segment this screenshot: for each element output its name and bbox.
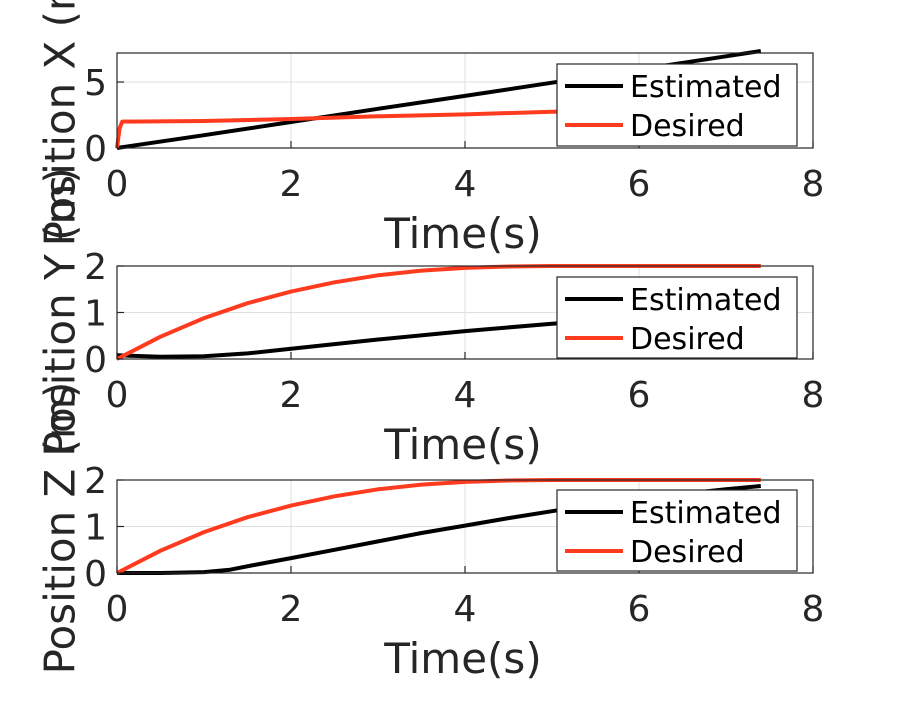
plot-panel-2: 0 2 4 6 8 0 1 2 Time(s) Position Y (m) Estimated De… bbox=[36, 167, 825, 469]
x-tick-label: 2 bbox=[280, 589, 303, 630]
x-tick-label: 4 bbox=[454, 589, 477, 630]
x-tick-label: 6 bbox=[628, 375, 651, 416]
legend-label-estimated: Estimated bbox=[630, 283, 782, 318]
x-tick-label: 2 bbox=[280, 164, 303, 205]
y-tick-label: 0 bbox=[84, 554, 107, 595]
legend-box bbox=[556, 489, 798, 572]
y-tick-label: 5 bbox=[84, 63, 107, 104]
y-axis-label: Position Y (m) bbox=[36, 167, 85, 457]
y-tick-label: 2 bbox=[84, 461, 107, 502]
x-axis-label: Time(s) bbox=[383, 209, 541, 258]
x-tick-label: 8 bbox=[802, 589, 825, 630]
legend-label-desired: Desired bbox=[630, 322, 745, 357]
x-tick-label: 0 bbox=[106, 375, 129, 416]
legend-box bbox=[556, 63, 798, 147]
y-tick-label: 1 bbox=[84, 294, 107, 335]
y-tick-label: 2 bbox=[84, 247, 107, 288]
y-axis-label: Position X (m) bbox=[36, 0, 85, 246]
x-tick-label: 8 bbox=[802, 164, 825, 205]
y-tick-label: 0 bbox=[84, 129, 107, 170]
legend: Estimated Desired bbox=[556, 489, 798, 572]
legend-box bbox=[556, 276, 798, 359]
x-tick-label: 8 bbox=[802, 375, 825, 416]
plot-panel-3: 0 2 4 6 8 0 1 2 Time(s) Position Z (m) Estimated De… bbox=[36, 382, 825, 683]
x-axis-label: Time(s) bbox=[383, 634, 541, 683]
legend: Estimated Desired bbox=[556, 276, 798, 359]
x-axis-label: Time(s) bbox=[383, 420, 541, 469]
legend-label-desired: Desired bbox=[630, 535, 745, 570]
y-axis-label: Position Z (m) bbox=[36, 382, 85, 675]
legend-label-estimated: Estimated bbox=[630, 70, 782, 105]
plot-panel-1: 0 2 4 6 8 0 5 Time(s) Position X (m) Estimated Des… bbox=[36, 0, 825, 258]
legend-label-desired: Desired bbox=[630, 109, 745, 144]
legend-label-estimated: Estimated bbox=[630, 496, 782, 531]
x-tick-label: 2 bbox=[280, 375, 303, 416]
y-tick-label: 0 bbox=[84, 340, 107, 381]
series-line-estimated bbox=[116, 49, 762, 150]
x-tick-label: 4 bbox=[454, 375, 477, 416]
y-tick-label: 1 bbox=[84, 508, 107, 549]
x-tick-label: 6 bbox=[628, 164, 651, 205]
x-tick-label: 6 bbox=[628, 589, 651, 630]
x-tick-label: 4 bbox=[454, 164, 477, 205]
legend: Estimated Desired bbox=[556, 63, 798, 147]
x-tick-label: 0 bbox=[106, 164, 129, 205]
x-tick-label: 0 bbox=[106, 589, 129, 630]
